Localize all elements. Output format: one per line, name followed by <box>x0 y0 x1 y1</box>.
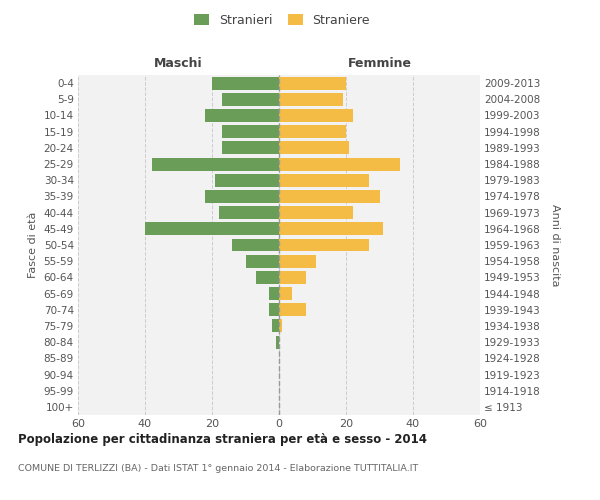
Bar <box>256 271 279 284</box>
Bar <box>279 287 292 300</box>
Bar <box>245 254 279 268</box>
Bar <box>279 93 343 106</box>
Bar <box>232 238 279 252</box>
Bar <box>279 222 383 235</box>
Bar <box>222 125 279 138</box>
Bar <box>218 206 279 219</box>
Bar <box>275 336 279 348</box>
Bar <box>279 76 346 90</box>
Bar <box>279 158 400 170</box>
Bar <box>269 287 279 300</box>
Bar <box>279 320 283 332</box>
Bar <box>279 142 349 154</box>
Text: Femmine: Femmine <box>347 57 412 70</box>
Bar <box>279 271 306 284</box>
Bar <box>152 158 279 170</box>
Bar <box>279 304 306 316</box>
Bar <box>279 206 353 219</box>
Bar <box>279 254 316 268</box>
Bar <box>212 76 279 90</box>
Bar <box>205 109 279 122</box>
Bar <box>215 174 279 186</box>
Bar <box>269 304 279 316</box>
Bar <box>222 93 279 106</box>
Bar <box>279 238 370 252</box>
Bar <box>279 174 370 186</box>
Bar <box>222 142 279 154</box>
Bar <box>279 190 380 203</box>
Bar <box>205 190 279 203</box>
Text: COMUNE DI TERLIZZI (BA) - Dati ISTAT 1° gennaio 2014 - Elaborazione TUTTITALIA.I: COMUNE DI TERLIZZI (BA) - Dati ISTAT 1° … <box>18 464 418 473</box>
Bar <box>279 109 353 122</box>
Legend: Stranieri, Straniere: Stranieri, Straniere <box>189 8 375 32</box>
Bar <box>145 222 279 235</box>
Text: Popolazione per cittadinanza straniera per età e sesso - 2014: Popolazione per cittadinanza straniera p… <box>18 432 427 446</box>
Bar <box>272 320 279 332</box>
Y-axis label: Fasce di età: Fasce di età <box>28 212 38 278</box>
Y-axis label: Anni di nascita: Anni di nascita <box>550 204 560 286</box>
Bar <box>279 125 346 138</box>
Text: Maschi: Maschi <box>154 57 203 70</box>
